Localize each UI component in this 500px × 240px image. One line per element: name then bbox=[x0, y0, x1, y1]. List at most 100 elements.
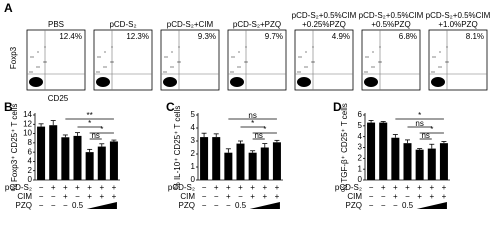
cell-dot bbox=[300, 56, 302, 58]
y-tick-label: 2 bbox=[28, 166, 33, 175]
flow-title: +1.0%PZQ bbox=[438, 20, 477, 29]
y-tick-label: 0 bbox=[191, 175, 196, 184]
cell-dot bbox=[380, 61, 382, 63]
y-tick-label: 4 bbox=[191, 123, 196, 132]
treatment-mark: − bbox=[63, 201, 68, 210]
flow-percent: 8.1% bbox=[466, 32, 484, 41]
flow-percent: 6.8% bbox=[399, 32, 417, 41]
treatment-mark: − bbox=[39, 192, 44, 201]
cell-dot bbox=[312, 46, 314, 48]
cell-dot bbox=[298, 56, 300, 58]
flow-plot-frame bbox=[361, 29, 421, 91]
bar bbox=[427, 148, 436, 180]
cell-dot bbox=[311, 61, 313, 63]
treatment-mark: − bbox=[39, 183, 44, 192]
cell-dot bbox=[431, 71, 433, 73]
y-tick-label: 5 bbox=[358, 121, 363, 130]
significance-label: * bbox=[430, 125, 433, 134]
cell-dot bbox=[111, 46, 113, 48]
dose-triangle bbox=[416, 202, 447, 209]
cell-dot bbox=[32, 56, 34, 58]
treatment-mark: − bbox=[369, 183, 374, 192]
cell-dot bbox=[305, 51, 307, 53]
cell-dot bbox=[177, 61, 179, 63]
cell-dot bbox=[306, 66, 308, 68]
treatment-name: PZQ bbox=[346, 201, 362, 210]
y-axis-label: % IL-10⁺ CD25⁺ T cells bbox=[173, 106, 182, 190]
cell-dot bbox=[438, 66, 440, 68]
treatment-mark: + bbox=[429, 183, 434, 192]
cell-dot bbox=[110, 61, 112, 63]
cell-dot bbox=[179, 61, 181, 63]
bar bbox=[236, 143, 245, 180]
cell-dot bbox=[104, 51, 106, 53]
bar bbox=[248, 152, 257, 180]
treatment-mark: 0.5 bbox=[72, 201, 84, 210]
cell-dot bbox=[38, 66, 40, 68]
bar bbox=[403, 143, 412, 180]
treatment-mark: − bbox=[51, 201, 56, 210]
cell-dot bbox=[445, 61, 447, 63]
flow-plot-frame bbox=[294, 29, 354, 91]
significance-label: * bbox=[251, 119, 254, 128]
figure: A B C D Foxp3 CD25 12.4% PBS 12.3% pCD-S₂ 9.… bbox=[4, 1, 491, 210]
flow-plot-frame bbox=[93, 29, 153, 91]
cell-dot bbox=[231, 56, 233, 58]
cell-dot bbox=[367, 56, 369, 58]
bar bbox=[212, 137, 221, 180]
treatment-mark: 0.5 bbox=[235, 201, 247, 210]
treatment-mark: − bbox=[238, 192, 243, 201]
cell-dot bbox=[372, 51, 374, 53]
cell-cluster bbox=[431, 77, 445, 87]
cell-cluster bbox=[96, 77, 110, 87]
bar bbox=[200, 137, 209, 180]
cell-dot bbox=[297, 71, 299, 73]
cell-dot bbox=[44, 46, 46, 48]
cell-dot bbox=[45, 61, 47, 63]
treatment-mark: + bbox=[442, 192, 447, 201]
cell-dot bbox=[166, 56, 168, 58]
y-tick-label: 6 bbox=[358, 110, 363, 119]
flow-plot-frame bbox=[428, 29, 488, 91]
treatment-mark: + bbox=[99, 183, 104, 192]
treatment-mark: + bbox=[226, 192, 231, 201]
cell-dot bbox=[304, 66, 306, 68]
treatment-mark: + bbox=[112, 192, 117, 201]
treatment-mark: + bbox=[63, 183, 68, 192]
bar bbox=[379, 122, 388, 180]
cell-dot bbox=[98, 71, 100, 73]
bar bbox=[109, 141, 118, 180]
treatment-mark: + bbox=[262, 183, 267, 192]
bar bbox=[415, 149, 424, 180]
treatment-mark: − bbox=[381, 201, 386, 210]
flow-y-label: Foxp3 bbox=[9, 46, 18, 69]
cell-dot bbox=[164, 56, 166, 58]
flow-title: pCD-S₂+0.5%CIM bbox=[292, 11, 357, 20]
cell-dot bbox=[96, 71, 98, 73]
cell-dot bbox=[373, 66, 375, 68]
cell-dot bbox=[105, 66, 107, 68]
cell-dot bbox=[378, 61, 380, 63]
treatment-name: pCD-S₂ bbox=[168, 183, 195, 192]
bar bbox=[85, 152, 94, 180]
cell-dot bbox=[97, 56, 99, 58]
cell-dot bbox=[364, 71, 366, 73]
flow-title: pCD-S₂+PZQ bbox=[233, 20, 281, 29]
y-tick-label: 2 bbox=[358, 153, 363, 162]
significance-label: ns bbox=[415, 119, 423, 128]
treatment-mark: + bbox=[214, 183, 219, 192]
flow-title: pCD-S₂+0.5%CIM bbox=[359, 11, 424, 20]
y-tick-label: 6 bbox=[28, 147, 33, 156]
cell-dot bbox=[447, 61, 449, 63]
y-tick-label: 3 bbox=[191, 136, 196, 145]
treatment-mark: − bbox=[51, 192, 56, 201]
cell-cluster bbox=[163, 77, 177, 87]
flow-plot-frame bbox=[160, 29, 220, 91]
treatment-mark: + bbox=[405, 183, 410, 192]
cell-dot bbox=[239, 66, 241, 68]
cell-dot bbox=[433, 71, 435, 73]
treatment-mark: + bbox=[393, 192, 398, 201]
treatment-name: PZQ bbox=[16, 201, 32, 210]
treatment-mark: + bbox=[112, 183, 117, 192]
significance-label: ns bbox=[248, 111, 256, 120]
